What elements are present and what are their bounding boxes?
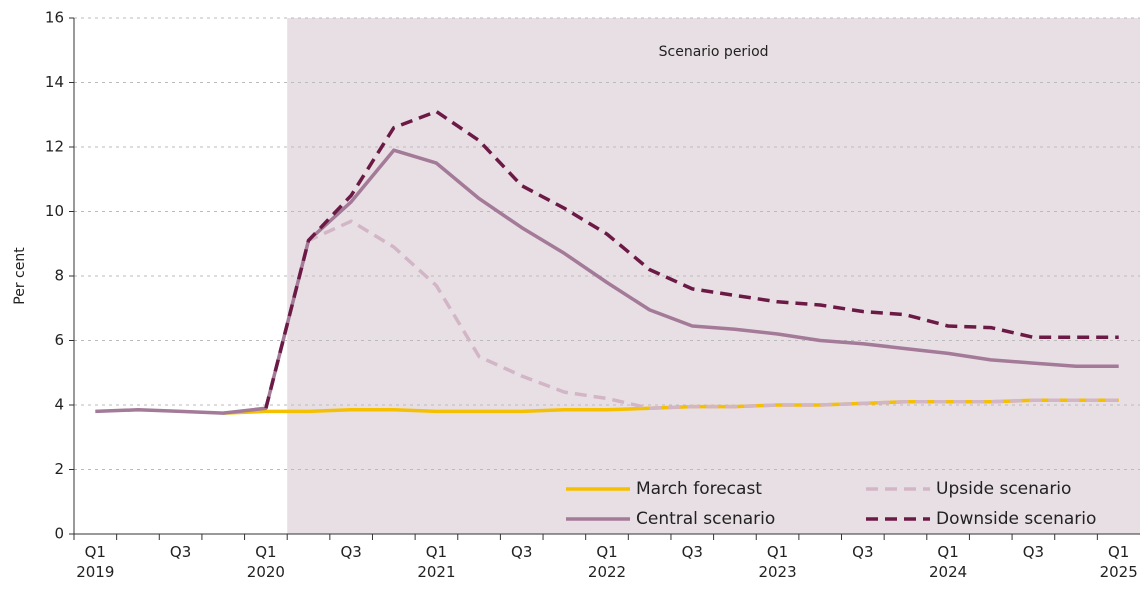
legend-label: Central scenario <box>636 509 775 529</box>
x-tick-label: Q1 2025 <box>1099 543 1138 581</box>
legend-label: Downside scenario <box>936 509 1096 529</box>
y-tick-label: 12 <box>45 138 64 156</box>
series-line <box>264 109 1119 409</box>
x-tick-label: Q3 <box>852 543 874 561</box>
x-tick-label: Q1 2023 <box>758 543 797 581</box>
y-tick-label: 8 <box>54 267 64 285</box>
x-tick-label: Q3 <box>340 543 362 561</box>
legend-label: Upside scenario <box>936 479 1071 499</box>
x-tick-label: Q3 <box>511 543 533 561</box>
y-tick-label: 6 <box>54 331 64 349</box>
y-tick-label: 4 <box>54 396 64 414</box>
y-tick-label: 14 <box>45 73 64 91</box>
x-tick-label: Q3 <box>681 543 703 561</box>
shaded-region-label: Scenario period <box>659 44 769 60</box>
y-tick-label: 0 <box>54 525 64 543</box>
series-line <box>264 219 1119 410</box>
x-tick-label: Q1 2020 <box>246 543 285 581</box>
legend-label: March forecast <box>636 479 762 499</box>
y-tick-label: 16 <box>45 9 64 27</box>
y-axis-label: Per cent <box>12 247 28 305</box>
x-tick-label: Q3 <box>1022 543 1045 561</box>
x-tick-label: Q1 2022 <box>587 543 627 581</box>
y-tick-label: 10 <box>45 202 64 220</box>
y-tick-label: 2 <box>54 460 64 478</box>
x-tick-label: Q1 2024 <box>929 543 968 581</box>
x-tick-label: Q1 2019 <box>76 543 115 581</box>
x-tick-label: Q1 2021 <box>417 543 456 581</box>
x-tick-label: Q3 <box>169 543 192 561</box>
